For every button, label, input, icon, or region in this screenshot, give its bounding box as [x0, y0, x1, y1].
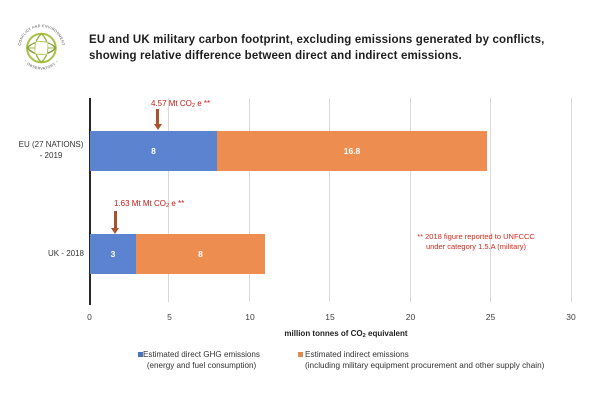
svg-text:~ OBSERVATORY ~: ~ OBSERVATORY ~ [23, 59, 59, 71]
